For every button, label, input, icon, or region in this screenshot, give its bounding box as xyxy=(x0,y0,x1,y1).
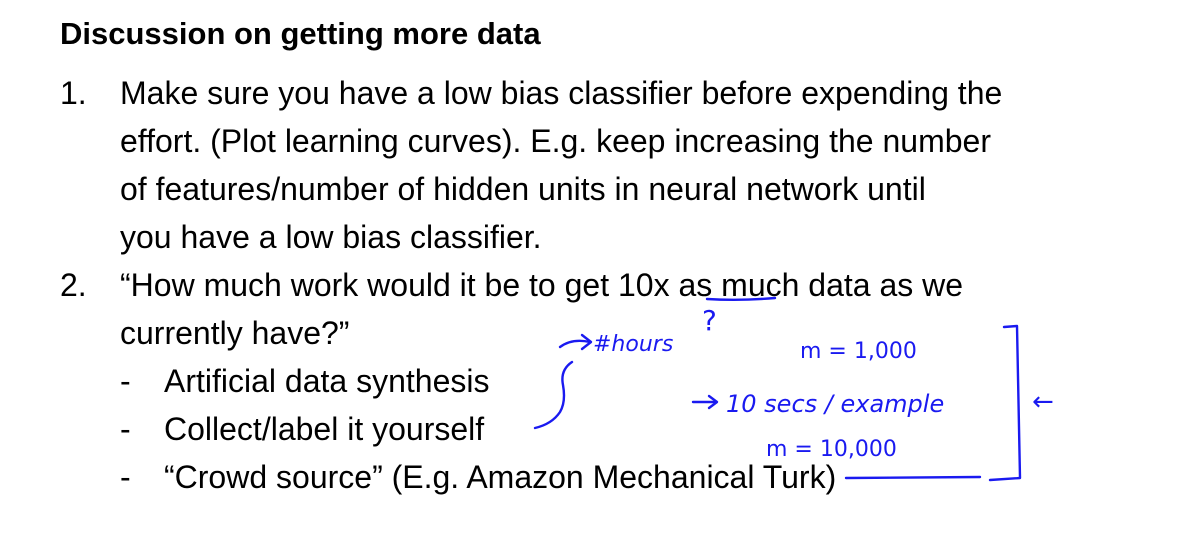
list-item-line: “How much work would it be to get 10x as… xyxy=(120,267,964,303)
bracket-stroke xyxy=(988,324,1022,482)
rate-arrowhead-stroke xyxy=(707,394,719,410)
underline-10x-stroke xyxy=(705,296,777,301)
list-item-line: Make sure you have a low bias classifier… xyxy=(120,75,1003,111)
sub-item-text: Artificial data synthesis xyxy=(164,363,490,399)
brace-stroke xyxy=(533,360,574,430)
list-number: 1. xyxy=(60,75,87,111)
annotation-rate: 10 secs / example xyxy=(726,390,944,418)
list-item-line: you have a low bias classifier. xyxy=(120,219,542,255)
list-item-line: effort. (Plot learning curves). E.g. kee… xyxy=(120,123,991,159)
sub-item-text: Collect/label it yourself xyxy=(164,411,485,447)
hours-arrowhead-stroke xyxy=(580,333,593,351)
sub-item-text: “Crowd source” (E.g. Amazon Mechanical T… xyxy=(164,459,837,495)
annotation-question-mark: ? xyxy=(702,304,717,337)
list-number: 2. xyxy=(60,267,87,303)
annotation-m-large: m = 10,000 xyxy=(766,437,897,462)
sub-bullet: - xyxy=(120,459,131,495)
annotation-hours: #hours xyxy=(593,332,673,357)
hours-arrow-stroke xyxy=(558,339,592,349)
annotation-arrow-left: ← xyxy=(1032,387,1054,417)
sub-bullet: - xyxy=(120,363,131,399)
strike-stroke xyxy=(844,475,982,480)
sub-bullet: - xyxy=(120,411,131,447)
annotation-m-small: m = 1,000 xyxy=(800,339,917,364)
list-item-line: currently have?” xyxy=(120,315,350,351)
list-item-line: of features/number of hidden units in ne… xyxy=(120,171,926,207)
slide-title: Discussion on getting more data xyxy=(60,16,541,51)
